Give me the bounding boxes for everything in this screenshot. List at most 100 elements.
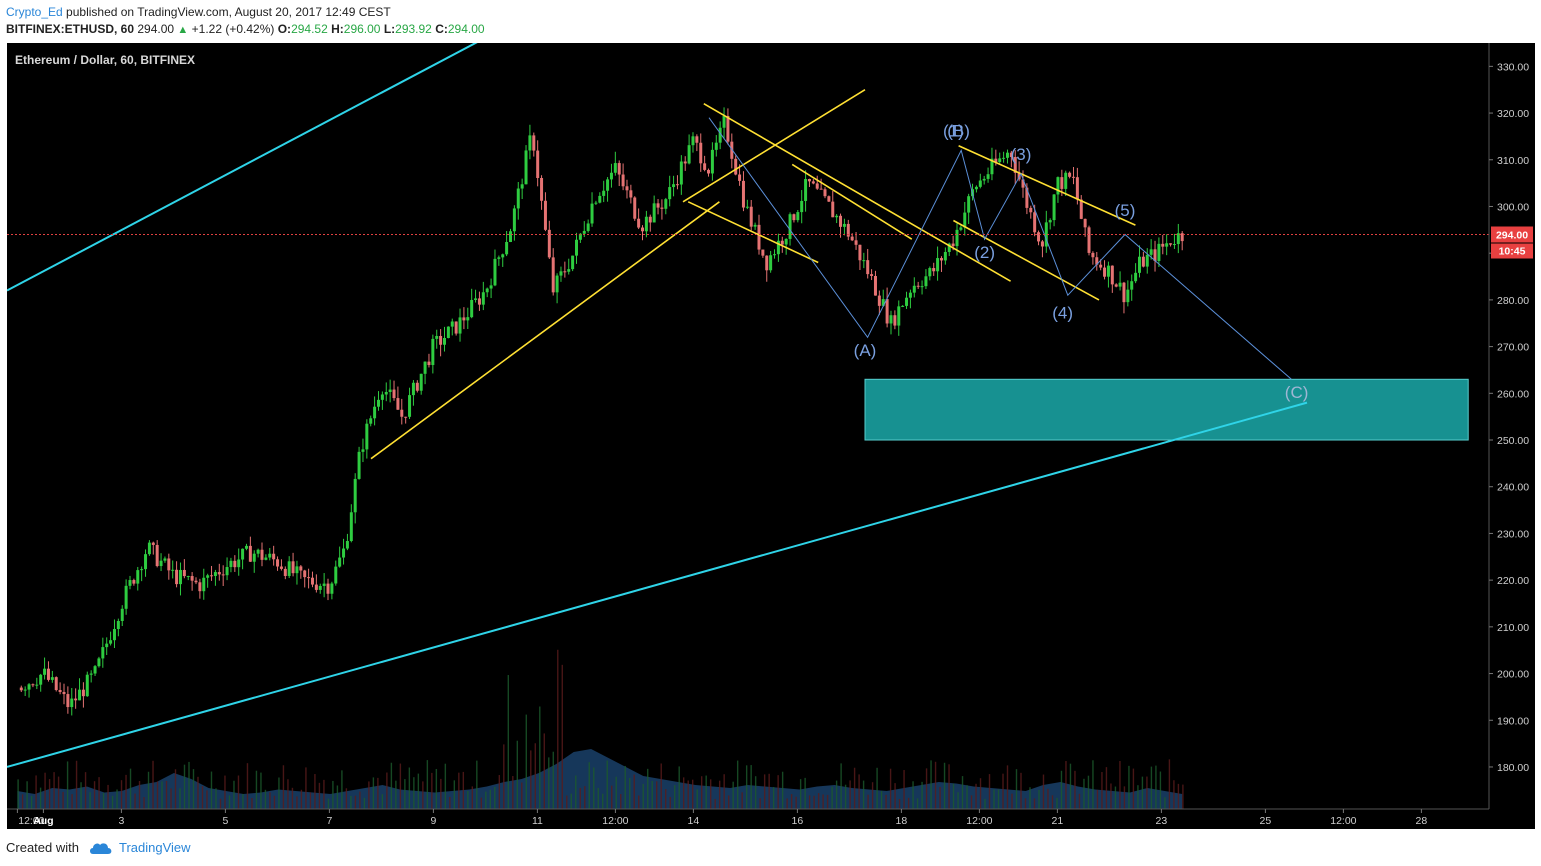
candle-body (939, 258, 943, 261)
publish-line: Crypto_Ed published on TradingView.com, … (6, 4, 485, 21)
author-link[interactable]: Crypto_Ed (6, 5, 63, 19)
candle-body (920, 286, 924, 288)
candle-body (916, 285, 920, 287)
candle-body (606, 179, 610, 191)
wave-label: (A) (854, 341, 877, 360)
volume-bar (1101, 772, 1103, 809)
volume-bar (620, 794, 622, 809)
volume-bar (804, 777, 806, 809)
candle-body (823, 189, 827, 197)
candle-body (392, 389, 396, 399)
volume-bar (930, 760, 932, 809)
candle-body (361, 449, 365, 452)
volume-bar (876, 767, 878, 809)
volume-bar (84, 772, 87, 809)
volume-bar (345, 788, 348, 809)
volume-bar (1150, 766, 1153, 809)
candle-body (1013, 156, 1017, 173)
candle-body (388, 389, 392, 393)
candle-body (431, 338, 435, 366)
volume-bar (754, 776, 757, 809)
candle-body (835, 215, 839, 218)
volume-bar (606, 760, 608, 809)
volume-bar (552, 751, 554, 809)
candle-body (353, 478, 357, 513)
chart-area[interactable]: Ethereum / Dollar, 60, BITFINEX (A) (B) (1)… (7, 43, 1535, 829)
candle-body (268, 553, 272, 558)
candle-body (400, 409, 404, 417)
candle-body (512, 208, 516, 232)
x-tick-label: 7 (326, 815, 332, 827)
candle-body (1083, 218, 1087, 228)
y-tick-label: 260.00 (1497, 388, 1529, 400)
candle-body (594, 202, 598, 204)
candle-body (796, 212, 800, 221)
candle-body (58, 689, 62, 693)
volume-bar (777, 775, 779, 809)
candle-body (641, 227, 645, 232)
volume-bar (858, 774, 860, 809)
candle-body (905, 297, 909, 306)
candle-body (668, 187, 672, 200)
volume-bar (1182, 784, 1184, 809)
volume-bar (768, 773, 770, 809)
price-change: +1.22 (+0.42%) (191, 22, 275, 36)
volume-bar (386, 772, 388, 809)
candle-body (982, 178, 986, 181)
candle-body (870, 274, 874, 276)
volume-bar (705, 775, 707, 809)
candle-body (396, 398, 400, 410)
candle-body (1126, 289, 1130, 303)
volume-bar (525, 714, 527, 809)
candle-body (384, 392, 388, 395)
x-tick-label: 18 (896, 815, 908, 827)
wave-label: (5) (1115, 201, 1136, 220)
volume-bar (566, 795, 568, 809)
volume-bar (961, 776, 964, 809)
candle-body (986, 174, 990, 179)
candle-body (291, 561, 295, 574)
candle-body (120, 608, 124, 621)
volume-bar (359, 791, 361, 809)
volume-bar (1177, 783, 1180, 809)
volume-bar (152, 760, 154, 809)
candle-body (462, 317, 466, 321)
volume-bar (683, 777, 685, 809)
tradingview-brand-link[interactable]: TradingView (118, 840, 191, 855)
volume-bar (489, 789, 492, 809)
candle-body (819, 188, 823, 190)
volume-bar (62, 791, 64, 809)
candle-body (163, 558, 167, 561)
candle-body (1040, 241, 1044, 247)
candle-body (710, 149, 714, 174)
volume-bar (611, 785, 613, 809)
price-chart[interactable]: Ethereum / Dollar, 60, BITFINEX (A) (B)(1)… (7, 43, 1535, 829)
volume-bar (80, 782, 82, 809)
candle-body (198, 582, 202, 592)
candle-body (489, 285, 493, 289)
target-zone (864, 378, 1469, 441)
candle-body (147, 542, 151, 555)
final-upper-line (958, 145, 1136, 226)
candle-body (707, 169, 711, 174)
volume-bar (759, 798, 761, 809)
volume-bar (323, 779, 325, 809)
countdown-label: 10:45 (1499, 246, 1526, 258)
volume-bar (638, 795, 640, 809)
x-tick-label: 28 (1416, 815, 1428, 827)
price-badge (1491, 226, 1533, 243)
candle-body (264, 557, 268, 560)
volume-bar (979, 778, 982, 809)
candle-body (912, 285, 916, 293)
volume-bar (471, 786, 474, 809)
volume-bar (1146, 776, 1148, 809)
volume-bar (916, 798, 919, 809)
low-value: 293.92 (395, 22, 432, 36)
candle-body (151, 542, 155, 545)
candle-body (485, 288, 489, 293)
candle-body (625, 186, 629, 191)
candle-body (43, 668, 47, 675)
candle-body (947, 243, 951, 252)
volume-bar (399, 763, 402, 809)
candle-body (326, 583, 330, 594)
